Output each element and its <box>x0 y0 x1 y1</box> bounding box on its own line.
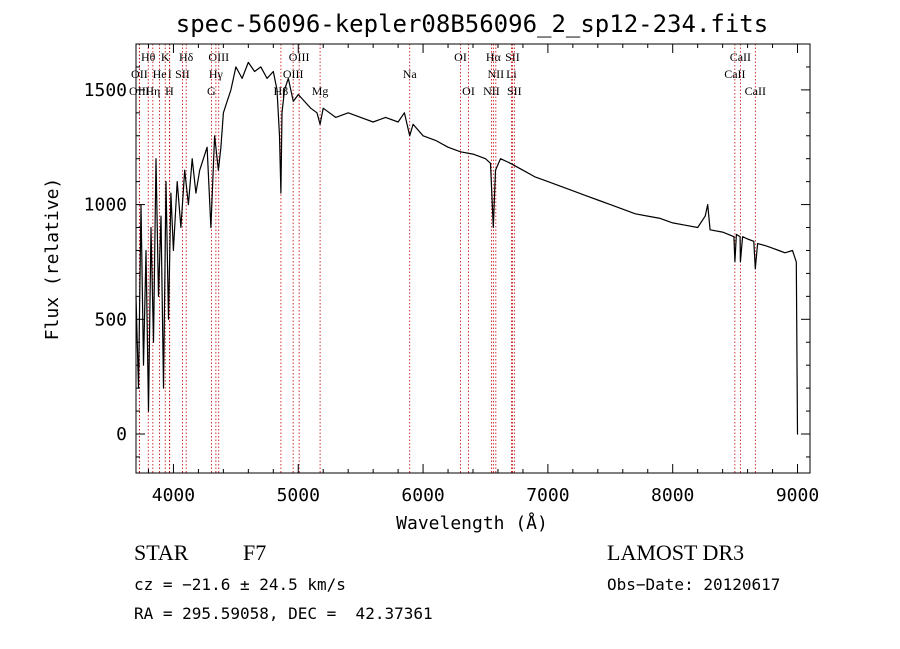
spectral-line-label: Hδ <box>179 50 194 64</box>
y-tick-label: 1500 <box>84 80 127 101</box>
object-class: STAR <box>134 540 189 565</box>
plot-frame <box>136 44 810 473</box>
spectral-line-label: SII <box>507 84 522 98</box>
redshift-cz: cz = −21.6 ± 24.5 km/s <box>134 575 346 594</box>
spectral-line-label: Mg <box>312 84 329 98</box>
spectral-line-label: SII <box>505 50 520 64</box>
spectral-line-label: He <box>153 67 167 81</box>
spectral-line-label: Hη <box>145 84 160 98</box>
x-axis-ticks: 4000 5000 6000 7000 8000 9000 <box>148 44 819 506</box>
x-tick-label: 4000 <box>152 485 195 506</box>
spectral-line-label: OI <box>454 50 467 64</box>
survey-name: LAMOST DR3 <box>607 540 744 565</box>
flux-series <box>136 62 798 434</box>
spectral-line-label: Na <box>403 67 418 81</box>
spectral-line-label: OIII <box>283 67 304 81</box>
spectral-line-label: CaII <box>724 67 745 81</box>
subclass: F7 <box>243 540 266 565</box>
spectral-line-label: G <box>207 84 216 98</box>
spectral-line-label: NII <box>488 67 505 81</box>
y-axis-ticks: 0 500 1000 1500 <box>84 44 810 457</box>
x-tick-label: 9000 <box>776 485 819 506</box>
spectral-line-label: OI <box>462 84 475 98</box>
x-tick-label: 7000 <box>526 485 569 506</box>
x-tick-label: 5000 <box>277 485 320 506</box>
spectral-line-label: SII <box>175 67 190 81</box>
spectral-line-label: Li <box>506 67 517 81</box>
x-axis-label: Wavelength (Å) <box>396 512 548 534</box>
y-tick-label: 0 <box>116 424 127 445</box>
spectral-line-label: CaII <box>730 50 751 64</box>
chart-title: spec-56096-kepler08B56096_2_sp12-234.fit… <box>176 10 768 38</box>
coordinates: RA = 295.59058, DEC = 42.37361 <box>134 604 433 623</box>
series-line-flux <box>136 62 798 434</box>
x-tick-label: 6000 <box>401 485 444 506</box>
y-axis-label: Flux (relative) <box>42 178 63 341</box>
obs-date: Obs−Date: 20120617 <box>607 575 780 594</box>
x-tick-label: 8000 <box>651 485 694 506</box>
spectral-line-label: K <box>161 50 170 64</box>
spectral-line-label: CaII <box>745 84 766 98</box>
spectrum-chart: spec-56096-kepler08B56096_2_sp12-234.fit… <box>0 0 900 649</box>
spectral-line-label: Hθ <box>141 50 156 64</box>
y-tick-label: 1000 <box>84 195 127 216</box>
spectral-line-label: Hα <box>486 50 502 64</box>
spectral-line-label: H <box>165 84 174 98</box>
y-tick-label: 500 <box>94 309 127 330</box>
spectral-line-label: OIII <box>289 50 310 64</box>
spectral-line-label: NII <box>483 84 500 98</box>
